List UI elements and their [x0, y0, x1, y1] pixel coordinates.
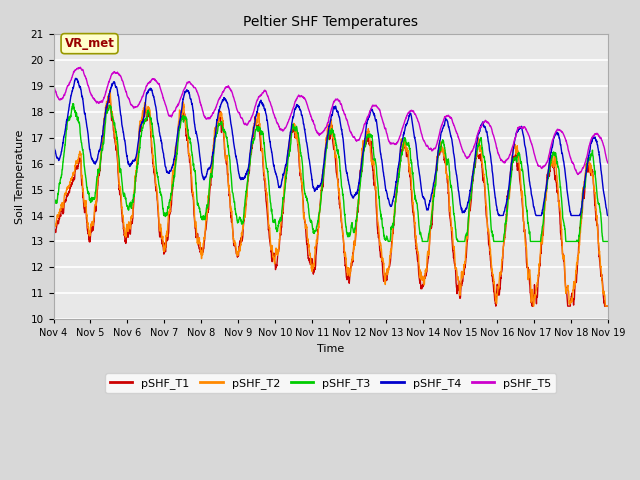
Line: pSHF_T5: pSHF_T5 — [54, 67, 608, 175]
pSHF_T1 — [106, 92, 114, 98]
pSHF_T4 — [604, 213, 612, 218]
pSHF_T1 — [146, 114, 154, 120]
Legend: pSHF_T1, pSHF_T2, pSHF_T3, pSHF_T4, pSHF_T5: pSHF_T1, pSHF_T2, pSHF_T3, pSHF_T4, pSHF… — [106, 373, 556, 393]
pSHF_T2 — [604, 303, 612, 309]
pSHF_T5 — [574, 172, 582, 178]
pSHF_T3 — [385, 239, 392, 244]
pSHF_T2 — [287, 133, 294, 139]
pSHF_T1 — [262, 199, 270, 204]
pSHF_T5 — [604, 160, 612, 166]
pSHF_T2 — [534, 280, 541, 286]
pSHF_T2 — [113, 144, 121, 149]
Line: pSHF_T4: pSHF_T4 — [54, 78, 608, 216]
Y-axis label: Soil Temperature: Soil Temperature — [15, 130, 25, 224]
pSHF_T2 — [593, 224, 601, 229]
pSHF_T4 — [287, 130, 294, 135]
Text: VR_met: VR_met — [65, 37, 115, 50]
pSHF_T3 — [50, 197, 58, 203]
pSHF_T5 — [593, 131, 601, 137]
pSHF_T5 — [50, 83, 58, 89]
pSHF_T4 — [262, 112, 270, 118]
pSHF_T1 — [50, 230, 58, 236]
pSHF_T2 — [529, 303, 537, 309]
pSHF_T1 — [113, 149, 121, 155]
Line: pSHF_T1: pSHF_T1 — [54, 95, 608, 306]
pSHF_T5 — [262, 89, 270, 95]
pSHF_T4 — [50, 143, 58, 148]
pSHF_T3 — [287, 145, 294, 151]
pSHF_T2 — [262, 188, 270, 193]
pSHF_T2 — [146, 108, 154, 114]
pSHF_T5 — [113, 70, 121, 75]
pSHF_T4 — [534, 213, 541, 218]
Line: pSHF_T2: pSHF_T2 — [54, 90, 608, 306]
pSHF_T1 — [534, 290, 541, 296]
pSHF_T1 — [287, 134, 294, 140]
pSHF_T3 — [113, 137, 121, 143]
pSHF_T3 — [593, 195, 601, 201]
pSHF_T5 — [287, 114, 294, 120]
Line: pSHF_T3: pSHF_T3 — [54, 104, 608, 241]
pSHF_T3 — [604, 239, 612, 244]
pSHF_T4 — [495, 213, 503, 218]
pSHF_T3 — [69, 101, 77, 107]
pSHF_T2 — [106, 87, 114, 93]
pSHF_T3 — [146, 114, 154, 120]
pSHF_T5 — [146, 79, 154, 85]
pSHF_T4 — [113, 85, 121, 91]
pSHF_T3 — [534, 239, 541, 244]
pSHF_T1 — [492, 303, 500, 309]
pSHF_T1 — [593, 221, 601, 227]
pSHF_T4 — [72, 75, 80, 81]
pSHF_T5 — [77, 64, 84, 70]
pSHF_T3 — [262, 164, 270, 169]
pSHF_T4 — [146, 86, 154, 92]
pSHF_T1 — [604, 303, 612, 309]
X-axis label: Time: Time — [317, 344, 344, 354]
pSHF_T2 — [50, 227, 58, 233]
Title: Peltier SHF Temperatures: Peltier SHF Temperatures — [243, 15, 418, 29]
pSHF_T5 — [534, 161, 541, 167]
pSHF_T4 — [593, 142, 601, 148]
